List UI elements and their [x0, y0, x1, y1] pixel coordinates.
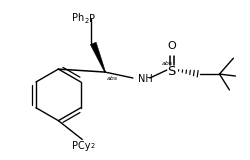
- Polygon shape: [90, 42, 105, 72]
- Text: NH: NH: [138, 74, 152, 84]
- Text: abs: abs: [107, 76, 118, 81]
- Text: Ph: Ph: [72, 13, 84, 23]
- Text: abs: abs: [161, 61, 172, 66]
- Text: O: O: [167, 41, 175, 51]
- Text: $_2$P: $_2$P: [84, 13, 96, 26]
- Text: $_2$: $_2$: [90, 141, 96, 152]
- Text: PCy: PCy: [72, 141, 90, 152]
- Text: S: S: [167, 65, 175, 78]
